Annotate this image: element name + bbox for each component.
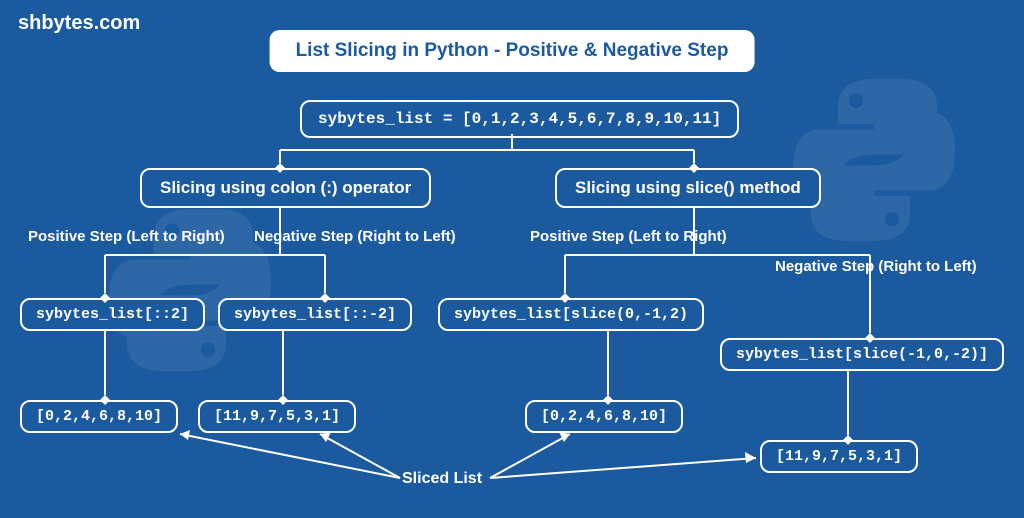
leaf-colon-neg: sybytes_list[::-2] (218, 298, 412, 331)
root-node: sybytes_list = [0,1,2,3,4,5,6,7,8,9,10,1… (300, 100, 739, 138)
label-pos-right: Positive Step (Left to Right) (530, 228, 727, 245)
result-slice-neg: [11,9,7,5,3,1] (760, 440, 918, 473)
watermark-text: shbytes.com (18, 12, 140, 35)
sliced-list-label: Sliced List (402, 470, 482, 488)
result-colon-pos: [0,2,4,6,8,10] (20, 400, 178, 433)
branch-colon: Slicing using colon (:) operator (140, 168, 431, 208)
leaf-slice-neg: sybytes_list[slice(-1,0,-2)] (720, 338, 1004, 371)
label-neg-left: Negative Step (Right to Left) (254, 228, 456, 245)
result-slice-pos: [0,2,4,6,8,10] (525, 400, 683, 433)
leaf-slice-pos: sybytes_list[slice(0,-1,2) (438, 298, 704, 331)
result-colon-neg: [11,9,7,5,3,1] (198, 400, 356, 433)
label-neg-right: Negative Step (Right to Left) (775, 258, 977, 275)
branch-slice: Slicing using slice() method (555, 168, 821, 208)
leaf-colon-pos: sybytes_list[::2] (20, 298, 205, 331)
label-pos-left: Positive Step (Left to Right) (28, 228, 225, 245)
page-title: List Slicing in Python - Positive & Nega… (270, 30, 755, 72)
